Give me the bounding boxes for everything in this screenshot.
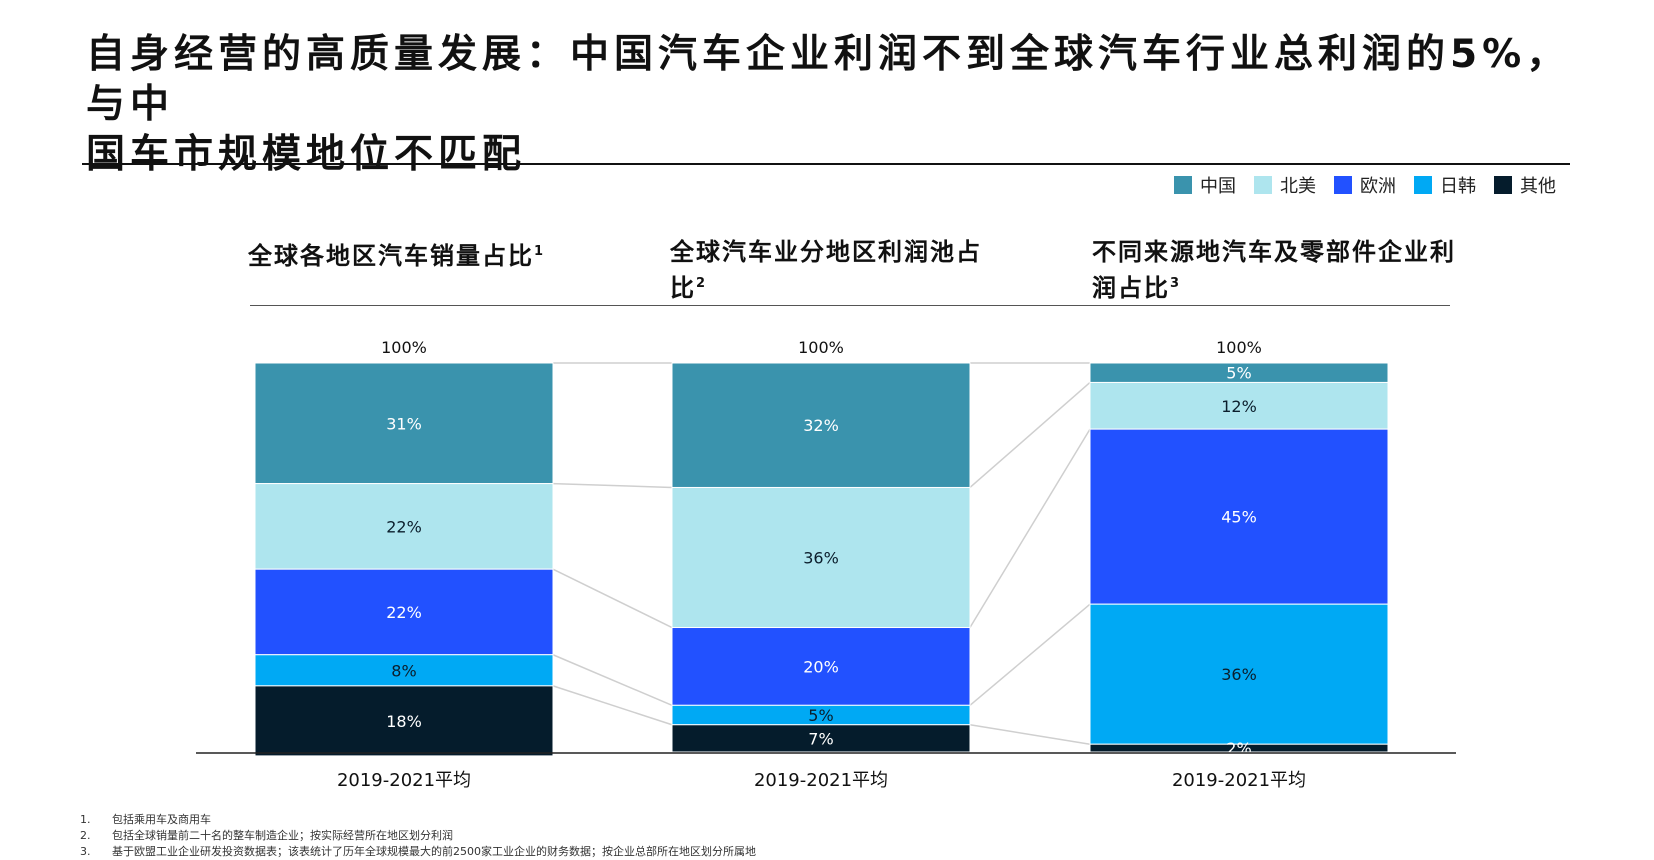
x-axis-category-label: 2019-2021平均 [337, 770, 471, 791]
x-axis-category-label: 2019-2021平均 [754, 770, 888, 791]
panel-title-company-profit: 不同来源地汽车及零部件企业利润占比3 [1092, 236, 1462, 304]
bar-total-label: 100% [798, 338, 844, 357]
bar-segment-label: 31% [386, 414, 422, 433]
legend-label-other: 其他 [1520, 176, 1556, 197]
panel-title-company-profit-sup: 3 [1170, 276, 1180, 291]
footnote-3-text: 基于欧盟工业企业研发投资数据表；该表统计了历年全球规模最大的前2500家工业企业… [112, 845, 756, 858]
panel-title-company-profit-text: 不同来源地汽车及零部件企业利润占比 [1092, 238, 1456, 302]
bar-segment [1089, 743, 1389, 753]
legend-item-europe: 欧洲 [1334, 172, 1396, 198]
page-title: 自身经营的高质量发展：中国汽车企业利润不到全球汽车行业总利润的5%，与中 国车市… [86, 30, 1586, 180]
footnote-3: 3. 基于欧盟工业企业研发投资数据表；该表统计了历年全球规模最大的前2500家工… [80, 844, 756, 860]
bar-segment-label: 5% [808, 706, 833, 725]
legend-swatch-japan-korea [1414, 176, 1432, 194]
bar-segment-label: 12% [1221, 397, 1257, 416]
legend-label-north-america: 北美 [1280, 176, 1316, 197]
legend-swatch-other [1494, 176, 1512, 194]
x-axis-category-label: 2019-2021平均 [1172, 770, 1306, 791]
bar-total-label: 100% [381, 338, 427, 357]
bar-segment [254, 685, 554, 757]
legend-item-north-america: 北美 [1254, 172, 1316, 198]
bar-segment-label: 20% [803, 657, 839, 676]
legend: 中国 北美 欧洲 日韩 其他 [1174, 172, 1556, 198]
footnote-2-num: 2. [80, 829, 91, 842]
panel-title-sales: 全球各地区汽车销量占比1 [248, 236, 618, 272]
legend-label-europe: 欧洲 [1360, 176, 1396, 197]
bar-segment [254, 654, 554, 687]
connector-line [969, 428, 1091, 628]
bar-segment-label: 5% [1226, 364, 1251, 383]
footnote-1-text: 包括乘用车及商用车 [112, 813, 211, 826]
connector-line [552, 482, 673, 489]
connector-line [969, 724, 1091, 745]
connector-line [969, 603, 1091, 706]
bar-segment-label: 7% [808, 729, 833, 748]
bar-segment-label: 36% [1221, 665, 1257, 684]
legend-label-japan-korea: 日韩 [1440, 176, 1476, 197]
legend-item-china: 中国 [1174, 172, 1236, 198]
legend-label-china: 中国 [1200, 176, 1236, 197]
bar-segment-label: 22% [386, 603, 422, 622]
legend-swatch-china [1174, 176, 1192, 194]
panel-title-profit-pool-text: 全球汽车业分地区利润池占比 [670, 238, 982, 302]
footnote-3-num: 3. [80, 845, 91, 858]
bar-segment-label: 22% [386, 517, 422, 536]
footnote-1-num: 1. [80, 813, 91, 826]
bar-segment-label: 2% [1226, 739, 1251, 758]
page-title-line1: 自身经营的高质量发展：中国汽车企业利润不到全球汽车行业总利润的5%，与中 [86, 32, 1571, 127]
footnote-1: 1. 包括乘用车及商用车 [80, 812, 756, 828]
panel-title-profit-pool: 全球汽车业分地区利润池占比2 [670, 236, 990, 304]
bar-segment [671, 724, 971, 753]
page-title-line2: 国车市规模地位不匹配 [86, 132, 527, 177]
bar-segment [671, 486, 971, 629]
bar-segment [1089, 381, 1389, 430]
legend-swatch-north-america [1254, 176, 1272, 194]
bar-segment [671, 627, 971, 706]
title-divider [82, 163, 1570, 165]
stacked-bar-chart: 31% 22% 22% 8% 18% 100% 2019-2021平均 32% 36% 20% 5%… [196, 338, 1456, 791]
panel-title-sales-text: 全球各地区汽车销量占比 [248, 242, 534, 270]
panel-title-sales-sup: 1 [534, 244, 544, 259]
bar-segment-label: 32% [803, 416, 839, 435]
bar-segment-label: 45% [1221, 508, 1257, 527]
bar-segment [1089, 428, 1389, 605]
bar-segment [1089, 603, 1389, 745]
bar-segment-label: 8% [391, 661, 416, 680]
bar-segment-label: 18% [386, 712, 422, 731]
footnote-2-text: 包括全球销量前二十名的整车制造企业；按实际经营所在地区划分利润 [112, 829, 453, 842]
connector-line [552, 568, 673, 629]
panel-title-divider [250, 305, 1450, 306]
bar-segment [254, 362, 554, 485]
panel-title-profit-pool-sup: 2 [696, 276, 706, 291]
legend-item-japan-korea: 日韩 [1414, 172, 1476, 198]
connector-line [552, 685, 673, 726]
legend-swatch-europe [1334, 176, 1352, 194]
connector-line [969, 381, 1091, 489]
bar-segment-label: 36% [803, 549, 839, 568]
bar-segment [671, 362, 971, 488]
bar-total-label: 100% [1216, 338, 1262, 357]
bar-segment [254, 568, 554, 656]
footnotes: 1. 包括乘用车及商用车 2. 包括全球销量前二十名的整车制造企业；按实际经营所… [80, 812, 756, 860]
connector-line [552, 654, 673, 707]
legend-item-other: 其他 [1494, 172, 1556, 198]
footnote-2: 2. 包括全球销量前二十名的整车制造企业；按实际经营所在地区划分利润 [80, 828, 756, 844]
